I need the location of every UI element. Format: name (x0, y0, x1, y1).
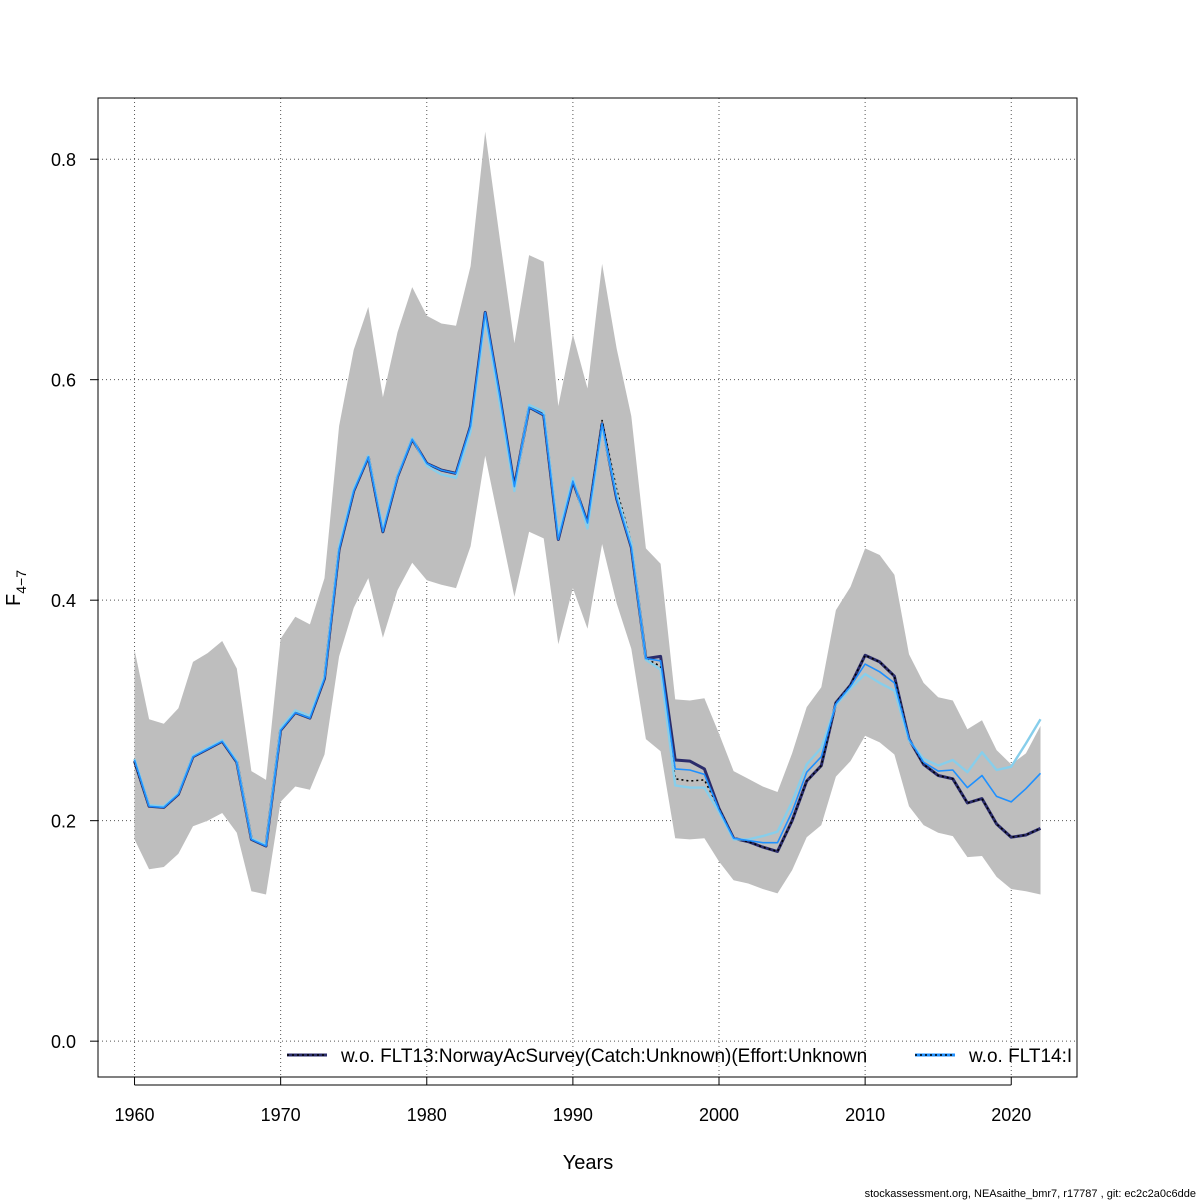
x-tick-label: 2020 (991, 1105, 1031, 1125)
y-tick-label: 0.4 (51, 591, 76, 611)
legend: w.o. FLT13:NorwayAcSurvey(Catch:Unknown)… (287, 1046, 1072, 1067)
x-tick-label: 2000 (699, 1105, 739, 1125)
y-axis: 0.0 0.2 0.4 0.6 0.8 (51, 150, 98, 1052)
series-line-3 (133, 316, 1042, 847)
x-tick-label: 1960 (115, 1105, 155, 1125)
footer-note: stockassessment.org, NEAsaithe_bmr7, r17… (865, 1188, 1196, 1200)
legend-label-1: w.o. FLT13:NorwayAcSurvey(Catch:Unknown)… (340, 1046, 867, 1067)
y-tick-label: 0.8 (51, 150, 76, 170)
legend-label-2: w.o. FLT14:I (968, 1046, 1072, 1067)
y-tick-label: 0.6 (51, 371, 76, 391)
plot-frame (97, 97, 1078, 1078)
y-axis-title: F4−7 (3, 570, 29, 606)
svg-text:F4−7: F4−7 (3, 570, 29, 606)
x-axis-title: Years (563, 1152, 613, 1174)
x-axis: 1960 1970 1980 1990 2000 2010 2020 (115, 1077, 1031, 1125)
y-tick-label: 0.2 (51, 812, 76, 832)
x-tick-label: 1990 (553, 1105, 593, 1125)
y-axis-title-main: F (3, 594, 25, 606)
y-axis-title-sub: 4−7 (13, 570, 29, 594)
series-line-4 (133, 311, 1042, 847)
x-tick-label: 1980 (407, 1105, 447, 1125)
x-tick-label: 2010 (845, 1105, 885, 1125)
y-tick-label: 0.0 (51, 1032, 76, 1052)
x-tick-label: 1970 (261, 1105, 301, 1125)
